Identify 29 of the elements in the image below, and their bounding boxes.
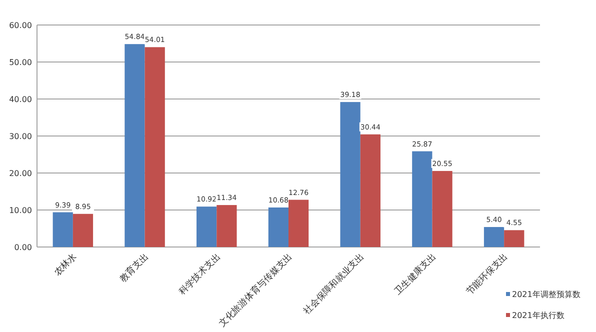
bar (216, 205, 237, 247)
y-tick-label: 60.00 (9, 21, 32, 30)
y-tick-label: 10.00 (9, 206, 32, 215)
y-tick-label: 50.00 (9, 58, 32, 67)
bar (72, 214, 94, 247)
x-tick-label: 科学技术支出 (176, 251, 223, 298)
bar (484, 227, 504, 247)
y-tick-label: 20.00 (9, 169, 32, 178)
bar (52, 212, 73, 247)
x-tick-label: 节能环保支出 (464, 251, 510, 298)
legend-label: 2021年调整预算数 (512, 290, 580, 299)
legend-label: 2021年执行数 (512, 311, 564, 320)
x-tick-label: 社会保障和就业支出 (301, 251, 366, 316)
x-tick-label: 教育支出 (118, 251, 151, 285)
y-tick-label: 0.00 (14, 243, 32, 252)
bar (196, 206, 217, 247)
bar (432, 170, 452, 247)
bar (124, 44, 145, 247)
bar (504, 230, 524, 247)
x-tick-label: 卫生健康支出 (392, 251, 438, 298)
y-tick-label: 40.00 (9, 95, 32, 104)
x-tick-label: 农林水 (52, 251, 80, 278)
bar (144, 47, 165, 247)
bar (268, 207, 288, 247)
bar (340, 102, 360, 247)
bar (412, 151, 432, 247)
y-tick-label: 30.00 (9, 132, 32, 141)
bar (288, 200, 309, 247)
bar (360, 134, 380, 247)
